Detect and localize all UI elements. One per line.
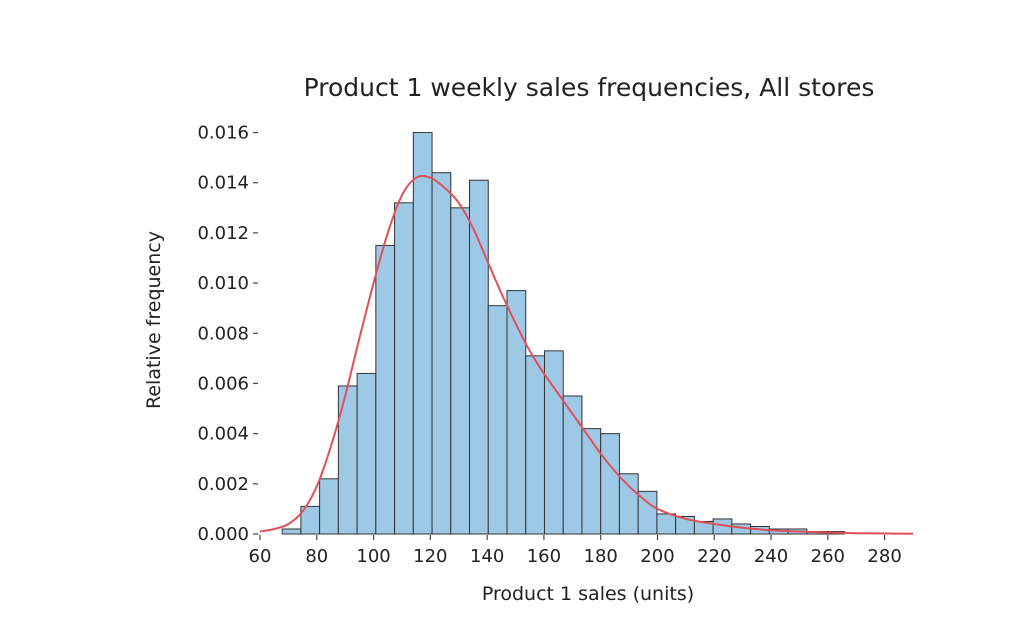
y-tick-label: 0.014 [197,173,249,194]
histogram-bar [356,372,377,535]
chart-title: Product 1 weekly sales frequencies, All … [304,73,875,102]
histogram-bar [431,172,452,535]
histogram-bar [412,132,433,535]
y-tick-label: 0.008 [197,323,249,344]
y-tick-label: 0.004 [197,424,249,445]
x-axis-ticks: 60 80 100 120 140 160 180 200 220 240 260 280 [249,535,902,567]
y-tick-label: 0.006 [197,373,249,394]
histogram-bar [525,355,545,535]
x-tick-label: 220 [697,546,731,567]
x-tick-label: 80 [305,546,328,567]
y-axis-ticks: 0.000 0.002 0.004 0.006 0.008 0.010 0.012 0.014… [197,123,258,545]
x-tick-label: 240 [754,546,788,567]
histogram-bar [394,202,414,535]
histogram-bar [375,244,396,535]
histogram-bar [487,305,508,535]
x-tick-label: 60 [249,546,272,567]
histogram-bar [450,207,471,535]
x-tick-label: 160 [527,546,561,567]
y-tick-label: 0.012 [197,223,249,244]
histogram-bar [600,433,620,535]
histogram-bar [319,478,339,535]
x-tick-label: 100 [356,546,390,567]
x-tick-label: 200 [640,546,674,567]
x-tick-label: 260 [811,546,845,567]
histogram-bar [637,490,658,535]
y-tick-label: 0.016 [197,123,249,144]
x-tick-label: 180 [584,546,618,567]
y-tick-label: 0.002 [197,474,249,495]
histogram-bar [581,428,602,535]
x-tick-label: 140 [470,546,504,567]
histogram-bar [562,395,583,535]
y-axis-label: Relative frequency [143,231,165,409]
histogram-bars [281,132,845,535]
density-curve [259,174,914,535]
x-axis-label: Product 1 sales (units) [482,583,694,605]
y-tick-label: 0.000 [197,524,249,545]
y-tick-label: 0.010 [197,273,249,294]
histogram-bar [656,513,677,535]
histogram-bar [618,473,639,535]
x-tick-label: 280 [867,546,901,567]
histogram-bar [469,179,489,535]
histogram-bar [281,528,302,535]
x-tick-label: 120 [413,546,447,567]
